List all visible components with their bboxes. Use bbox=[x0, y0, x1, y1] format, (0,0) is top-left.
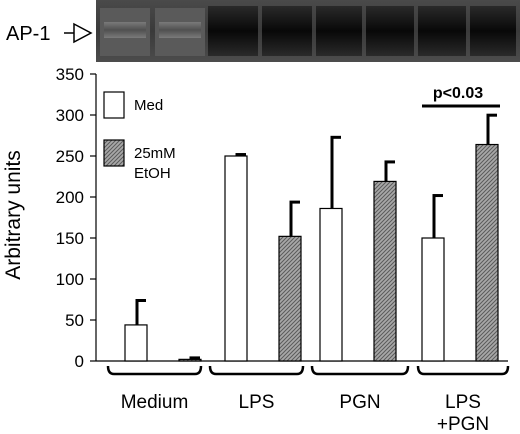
group-bracket bbox=[416, 365, 510, 376]
legend-label: Med bbox=[134, 97, 163, 114]
x-category-label: Medium bbox=[121, 392, 189, 413]
bar-med-2 bbox=[319, 207, 343, 362]
x-axis-groups: Medium LPS PGN LPS +PGN bbox=[106, 365, 510, 434]
gel-band-7 bbox=[418, 6, 466, 56]
significance-label: p<0.03 bbox=[433, 85, 483, 102]
bar-etoh-1 bbox=[278, 235, 302, 362]
y-tick-label: 100 bbox=[56, 270, 84, 289]
bar-etoh-2 bbox=[373, 180, 397, 362]
group-bracket bbox=[310, 365, 410, 376]
group-bracket bbox=[106, 365, 203, 376]
bar-med-3 bbox=[421, 237, 445, 362]
gel-label: AP-1 bbox=[6, 23, 50, 45]
gel-band-3 bbox=[208, 6, 258, 56]
y-tick-label: 50 bbox=[65, 311, 84, 330]
legend-label: 25mM EtOH bbox=[134, 145, 176, 182]
gel-image bbox=[96, 0, 520, 62]
y-axis-label: Arbitrary units bbox=[2, 150, 25, 280]
gel-band-4 bbox=[262, 6, 312, 56]
annotations: p<0.03 bbox=[422, 85, 500, 108]
y-tick-label: 300 bbox=[56, 106, 84, 125]
y-tick-label: 0 bbox=[75, 352, 84, 371]
bar-etoh-3 bbox=[475, 143, 499, 362]
gel-band-8 bbox=[470, 6, 516, 56]
gel-band-2 bbox=[159, 22, 201, 38]
x-category-label: PGN bbox=[339, 392, 380, 413]
legend: Med 25mM EtOH bbox=[103, 91, 176, 182]
bar-etoh-0 bbox=[178, 358, 202, 362]
y-tick-label: 200 bbox=[56, 188, 84, 207]
gel-band-6 bbox=[366, 6, 414, 56]
x-category-label: LPS bbox=[239, 392, 275, 413]
gel-band-5 bbox=[316, 6, 362, 56]
chart-axes: 0 50 100 150 200 250 300 350 bbox=[56, 65, 508, 371]
bars bbox=[124, 113, 499, 362]
y-tick-label: 350 bbox=[56, 65, 84, 84]
gel-band-1 bbox=[104, 22, 146, 38]
arrow-icon bbox=[64, 22, 93, 44]
legend-swatch bbox=[103, 139, 125, 167]
y-tick-label: 150 bbox=[56, 229, 84, 248]
y-tick-label: 250 bbox=[56, 147, 84, 166]
bar-med-1 bbox=[224, 155, 248, 362]
legend-swatch bbox=[103, 91, 125, 119]
bar-med-0 bbox=[124, 324, 148, 362]
group-bracket bbox=[208, 365, 305, 376]
x-category-label: LPS +PGN bbox=[437, 392, 489, 434]
